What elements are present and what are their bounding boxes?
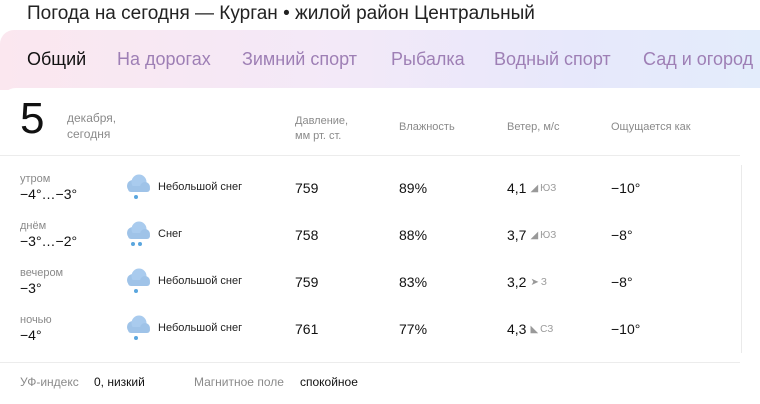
tab-winter-sport[interactable]: Зимний спорт [242,49,357,69]
date-label: декабря, сегодня [67,110,116,142]
magnetic-field-label: Магнитное поле [194,375,284,389]
humidity-value: 89% [399,180,428,196]
tab-fishing[interactable]: Рыбалка [391,49,465,69]
wind-speed: 4,1 [507,180,527,196]
magnetic-field-value: спокойное [300,375,358,389]
date-month: декабря, [67,111,117,125]
wind-direction-icon: ◣ [530,324,539,335]
forecast-row-day: днём −3°…−2° Снег 758 88% 3,7 ◢ ЮЗ −8° [0,220,740,267]
uv-index-value: 0, низкий [94,375,145,389]
temperature: −4°…−3° [20,186,78,202]
wind-direction-icon: ◢ [530,183,539,194]
snow-icon [127,221,150,246]
forecast-row-morning: утром −4°…−3° Небольшой снег 759 89% 4,1… [0,173,740,220]
date-sub: сегодня [67,127,111,141]
temperature: −3° [20,280,42,296]
humidity-value: 88% [399,227,428,243]
feels-like-value: −10° [611,321,641,337]
tab-general[interactable]: Общий [27,49,87,69]
tab-garden[interactable]: Сад и огород [643,49,754,69]
pressure-value: 758 [295,227,319,243]
pressure-value: 759 [295,274,319,290]
date-day: 5 [20,94,45,143]
pressure-value: 759 [295,180,319,196]
tabs-bar: Общий На дорогах Зимний спорт Рыбалка Во… [0,30,760,90]
wind-direction: ЮЗ [540,183,557,194]
wind-direction: СЗ [540,324,554,335]
feels-like-value: −8° [611,274,633,290]
forecast-row-evening: вечером −3° Небольшой снег 759 83% 3,2 ➤ З… [0,267,740,314]
tab-roads[interactable]: На дорогах [117,49,211,69]
temperature: −4° [20,327,42,343]
wind-value: 4,1 ◢ ЮЗ [507,180,556,196]
table-right-border [741,165,742,353]
wind-value: 3,7 ◢ ЮЗ [507,227,556,243]
header-divider [0,155,740,156]
page-title: Погода на сегодня — Курган • жилой район… [27,3,535,24]
footer-divider [0,362,740,363]
period-label: утром [20,173,51,185]
temperature: −3°…−2° [20,233,78,249]
header-pressure-line2: мм рт. ст. [295,130,342,142]
pressure-value: 761 [295,321,319,337]
humidity-value: 77% [399,321,428,337]
condition-text: Небольшой снег [158,181,243,193]
wind-value: 3,2 ➤ З [507,274,547,290]
forecast-row-night: ночью −4° Небольшой снег 761 77% 4,3 ◣ СЗ … [0,314,740,361]
header-pressure-line1: Давление, [295,115,349,127]
wind-speed: 3,2 [507,274,527,290]
wind-direction-icon: ◢ [530,230,539,241]
wind-direction: ЮЗ [540,230,557,241]
header-feels-like: Ощущается как [611,121,691,133]
header-humidity: Влажность [399,121,455,133]
period-label: днём [20,220,47,232]
forecast-card [0,88,760,404]
humidity-value: 83% [399,274,428,290]
header-wind: Ветер, м/с [507,121,560,133]
wind-direction-icon: ➤ [530,277,539,288]
wind-speed: 4,3 [507,321,527,337]
condition-text: Снег [158,228,183,240]
feels-like-value: −10° [611,180,641,196]
condition-text: Небольшой снег [158,322,243,334]
condition-text: Небольшой снег [158,275,243,287]
period-label: вечером [20,267,64,279]
light-snow-icon [127,315,150,340]
wind-speed: 3,7 [507,227,527,243]
uv-index-label: УФ-индекс [20,375,79,389]
feels-like-value: −8° [611,227,633,243]
wind-value: 4,3 ◣ СЗ [507,321,553,337]
light-snow-icon [127,174,150,199]
header-pressure: Давление, мм рт. ст. [295,114,348,144]
tab-water-sport[interactable]: Водный спорт [494,49,611,69]
light-snow-icon [127,268,150,293]
wind-direction: З [540,277,547,288]
period-label: ночью [20,314,52,326]
